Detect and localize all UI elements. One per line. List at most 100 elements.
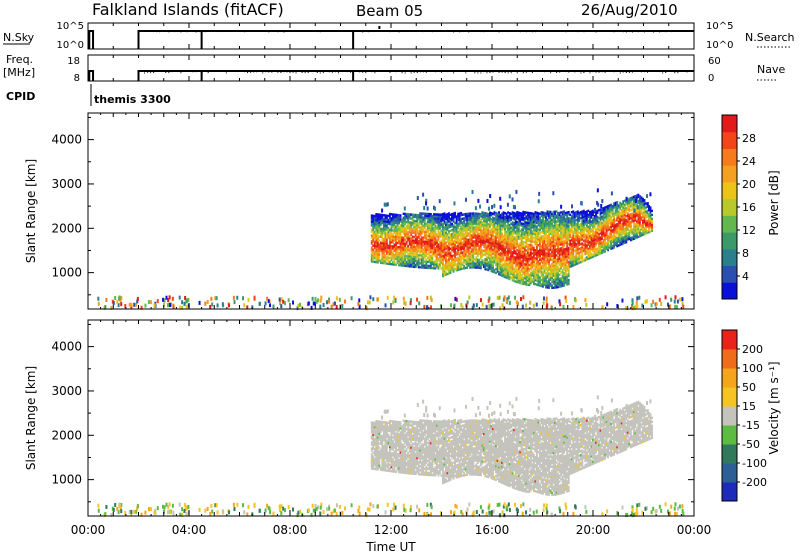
power-cell xyxy=(502,257,505,260)
power-cell xyxy=(541,273,544,276)
power-cell xyxy=(476,240,479,243)
power-cell xyxy=(463,251,466,254)
power-cell xyxy=(631,228,634,231)
power-cell xyxy=(511,251,514,254)
power-cell xyxy=(605,235,608,239)
power-cell xyxy=(454,261,457,265)
power-cell xyxy=(534,217,537,220)
power-cell xyxy=(543,223,546,227)
power-cell xyxy=(472,212,475,215)
power-cell xyxy=(523,280,526,284)
power-cell xyxy=(431,217,434,220)
power-cell xyxy=(505,226,508,230)
power-cell xyxy=(508,273,511,277)
power-cell xyxy=(575,244,578,248)
power-cell xyxy=(435,217,438,220)
power-cell xyxy=(622,216,625,219)
power-cell xyxy=(435,249,438,252)
power-cell xyxy=(425,212,428,216)
power-cell xyxy=(582,229,585,233)
nsearch-point xyxy=(380,30,382,32)
power-cell xyxy=(488,249,491,252)
power-cell xyxy=(541,255,544,258)
power-cell xyxy=(540,213,543,216)
power-cell xyxy=(622,238,625,241)
power-cell xyxy=(634,228,637,232)
power-cell xyxy=(620,232,623,236)
power-cell xyxy=(552,224,555,228)
power-cell xyxy=(532,254,535,258)
power-cell xyxy=(464,224,467,228)
power-cell xyxy=(528,247,531,251)
power-cell xyxy=(543,275,546,279)
power-cell xyxy=(595,250,597,253)
power-cell xyxy=(446,246,449,250)
power-cell xyxy=(442,268,444,272)
power-cell xyxy=(619,233,622,237)
power-cell xyxy=(375,256,378,260)
power-cell xyxy=(411,253,414,256)
power-cell xyxy=(514,232,517,235)
power-cell xyxy=(493,225,496,228)
power-cell xyxy=(540,252,543,256)
power-cell xyxy=(451,228,454,232)
power-cell xyxy=(560,283,563,286)
nsearch-point xyxy=(337,30,339,32)
power-cell xyxy=(484,226,487,229)
power-cell xyxy=(520,212,523,215)
power-cell xyxy=(619,213,622,217)
power-cell xyxy=(557,226,560,229)
power-cell xyxy=(504,219,507,223)
power-cell xyxy=(426,264,429,268)
power-cell xyxy=(487,228,490,232)
power-cell xyxy=(595,248,597,251)
power-cell xyxy=(487,214,490,218)
power-cell xyxy=(432,245,435,248)
power-cell xyxy=(579,212,582,216)
power-cell xyxy=(517,265,520,268)
power-cell xyxy=(522,260,525,264)
nave-point xyxy=(516,72,518,74)
power-cell xyxy=(566,241,569,244)
power-cell xyxy=(543,229,546,233)
power-cell xyxy=(598,244,600,248)
power-cell xyxy=(522,228,525,232)
power-cell xyxy=(534,211,537,214)
freq-panel xyxy=(87,54,695,82)
power-cell xyxy=(576,234,579,237)
nsearch-point xyxy=(501,30,503,32)
power-cell xyxy=(458,240,461,243)
power-cell xyxy=(475,226,478,229)
power-cell xyxy=(488,245,491,248)
power-cell xyxy=(540,223,543,226)
power-cell xyxy=(384,254,387,257)
power-cell xyxy=(478,266,481,270)
power-cell xyxy=(526,277,529,280)
power-cell xyxy=(525,281,528,284)
nsearch-point xyxy=(419,30,421,32)
power-cell xyxy=(554,268,557,271)
power-cell xyxy=(588,234,591,238)
nave-point xyxy=(537,70,539,72)
power-cell xyxy=(511,227,514,230)
power-cell xyxy=(452,224,455,227)
power-cell xyxy=(513,245,516,249)
power-cell xyxy=(555,216,558,219)
nsearch-point xyxy=(274,30,276,32)
power-cell xyxy=(404,232,407,236)
power-cell xyxy=(523,255,526,258)
power-cell xyxy=(535,261,538,264)
power-cell xyxy=(629,226,632,230)
nave-point xyxy=(592,71,594,73)
power-cell xyxy=(417,259,420,263)
power-cell xyxy=(414,213,417,217)
power-cell xyxy=(396,237,399,241)
power-cell xyxy=(392,229,394,232)
power-cell xyxy=(548,266,550,269)
power-cell xyxy=(523,272,526,276)
power-cell xyxy=(557,235,560,239)
power-cell xyxy=(413,221,416,225)
power-cell xyxy=(572,256,575,259)
power-cell xyxy=(385,242,388,245)
power-cell xyxy=(516,242,519,246)
